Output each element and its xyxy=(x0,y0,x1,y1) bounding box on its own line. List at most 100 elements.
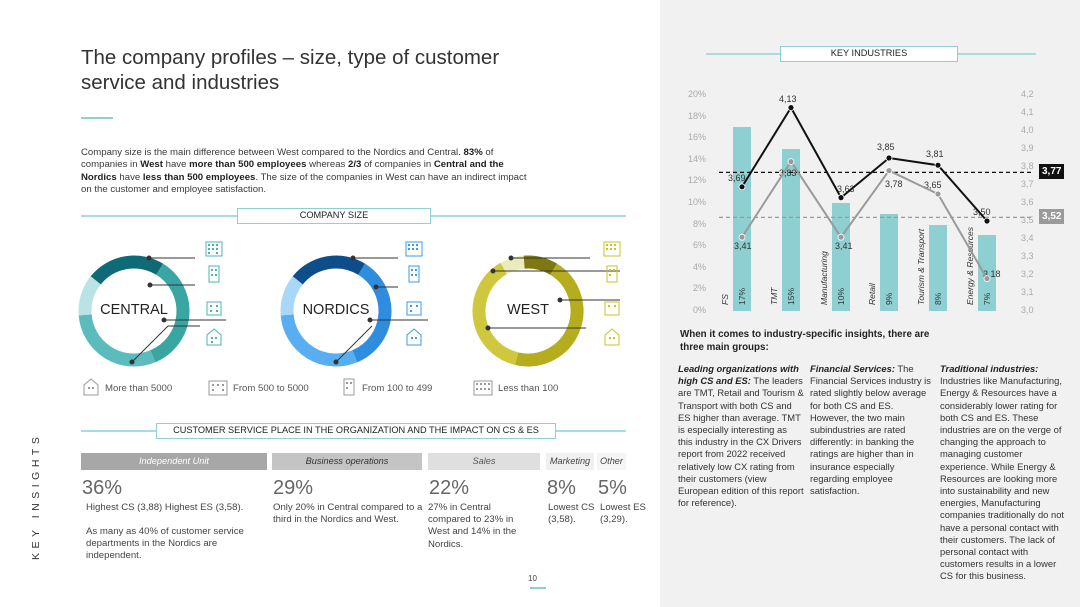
bar xyxy=(929,224,947,311)
legend-item: From 100 to 499 xyxy=(341,378,432,399)
cs-text-business-operations: Only 20% in Central compared to a third … xyxy=(273,502,423,526)
y-tick-left: 4% xyxy=(692,261,706,272)
cs-bar-business-operations: Business operations xyxy=(272,453,422,470)
building-medium-icon xyxy=(603,298,621,316)
leader-line xyxy=(335,325,373,363)
page-number: 10 xyxy=(528,574,537,583)
y-tick-left: 0% xyxy=(692,305,706,315)
cs-bar-independent-unit: Independent Unit xyxy=(81,453,267,470)
intro-bold-6: less than 500 employees xyxy=(142,171,256,183)
building-small-icon xyxy=(405,328,423,346)
building-medium-icon xyxy=(405,298,423,316)
bar xyxy=(978,235,996,311)
leader-dot xyxy=(557,297,563,303)
cs-text-independent-unit: Highest CS (3,88) Highest ES (3,58). xyxy=(86,502,244,513)
leader-dot xyxy=(490,268,496,274)
cs-text-other: Lowest ES (3,29). xyxy=(600,502,646,526)
leader-line xyxy=(131,325,169,363)
point-label: 3,81 xyxy=(926,149,944,160)
industry-group-leading: Leading organizations with high CS and E… xyxy=(678,363,804,509)
building-medium-icon xyxy=(208,378,228,399)
leader-dot xyxy=(147,282,153,288)
y-tick-left: 14% xyxy=(687,153,706,164)
right-panel xyxy=(660,0,1080,607)
point-label: 4,13 xyxy=(779,93,797,104)
donut-segment xyxy=(500,255,526,275)
building-tall-icon xyxy=(341,378,357,399)
point-label: 3,85 xyxy=(877,142,895,152)
donut-segment xyxy=(280,314,358,367)
legend-label: Less than 100 xyxy=(498,383,559,394)
intro-text-5: of companies in xyxy=(361,159,434,171)
intro-bold-1: 83% xyxy=(463,147,483,158)
series-point xyxy=(738,233,746,241)
series-point xyxy=(885,167,893,175)
y-tick-left: 12% xyxy=(687,175,706,186)
customer-service-heading: CUSTOMER SERVICE PLACE IN THE ORGANIZATI… xyxy=(156,423,556,439)
y-tick-right: 3,3 xyxy=(1021,251,1034,261)
series-line xyxy=(741,105,988,222)
industry-group-heading: Financial Services: xyxy=(810,363,895,374)
building-small-icon xyxy=(82,378,100,399)
y-tick-right: 4,1 xyxy=(1021,107,1034,117)
reference-line-label: 3,77 xyxy=(1039,164,1065,180)
series-point xyxy=(983,275,991,283)
legend-label: More than 5000 xyxy=(105,383,173,394)
series-point xyxy=(934,190,942,198)
donut-central xyxy=(78,255,190,367)
cs-value-independent-unit: 36% xyxy=(82,477,123,499)
donut-central-label: CENTRAL xyxy=(100,302,168,318)
donut-west-label: WEST xyxy=(507,302,549,318)
key-industries-heading: KEY INDUSTRIES xyxy=(780,46,958,62)
donut-segment xyxy=(280,276,304,316)
legend-item: More than 5000 xyxy=(82,378,172,399)
donut-segment xyxy=(292,255,366,285)
series-point xyxy=(983,217,991,225)
series-point xyxy=(738,183,746,191)
y-tick-right: 4,2 xyxy=(1021,89,1034,99)
series-point xyxy=(885,154,893,162)
intro-text-7: . The size of the companies in West can … xyxy=(81,171,527,195)
donut-segment xyxy=(90,255,164,285)
cs-bar-sales: Sales xyxy=(428,453,540,470)
leader-dot xyxy=(161,317,167,323)
page-number-rule xyxy=(530,587,546,589)
intro-text-1: Company size is the main difference betw… xyxy=(81,147,464,158)
building-tall-icon xyxy=(405,265,423,283)
industry-group-financial: Financial Services: The Financial Servic… xyxy=(810,363,935,497)
leader-dot xyxy=(373,284,379,290)
leader-dot xyxy=(485,325,491,331)
industry-group-traditional: Traditional industries: Industries like … xyxy=(940,363,1068,583)
point-label: 3,83 xyxy=(779,167,797,178)
building-tall-icon xyxy=(603,265,621,283)
series-point xyxy=(934,161,942,169)
series-point xyxy=(837,233,845,241)
point-label: 3,78 xyxy=(885,178,903,189)
intro-text-3: have xyxy=(162,159,190,171)
donut-west xyxy=(472,255,584,367)
building-large-icon xyxy=(405,240,423,258)
donut-nordics xyxy=(280,255,392,367)
donut-segment xyxy=(352,263,392,363)
cs-bar-other: Other xyxy=(597,453,626,470)
point-label: 3,18 xyxy=(983,268,1001,279)
leader-dot xyxy=(146,255,152,261)
y-tick-left: 20% xyxy=(687,89,706,99)
cs-bar-marketing: Marketing xyxy=(546,453,594,470)
y-tick-right: 3,5 xyxy=(1021,215,1034,225)
building-large-icon xyxy=(603,240,621,258)
point-label: 3,41 xyxy=(835,241,853,252)
building-tall-icon xyxy=(205,265,223,283)
intro-bold-3: more than 500 employees xyxy=(189,159,307,171)
y-tick-right: 4,0 xyxy=(1021,125,1034,135)
cs-text-sales: 27% in Central compared to 23% in West a… xyxy=(428,502,517,550)
y-tick-left: 10% xyxy=(687,197,706,207)
donut-segment xyxy=(78,276,102,316)
y-tick-right: 3,0 xyxy=(1021,305,1034,315)
series-point xyxy=(837,194,845,202)
series-point xyxy=(787,104,795,111)
y-tick-right: 3,8 xyxy=(1021,161,1034,171)
leader-dot xyxy=(508,255,514,261)
y-tick-right: 3,7 xyxy=(1021,179,1034,189)
